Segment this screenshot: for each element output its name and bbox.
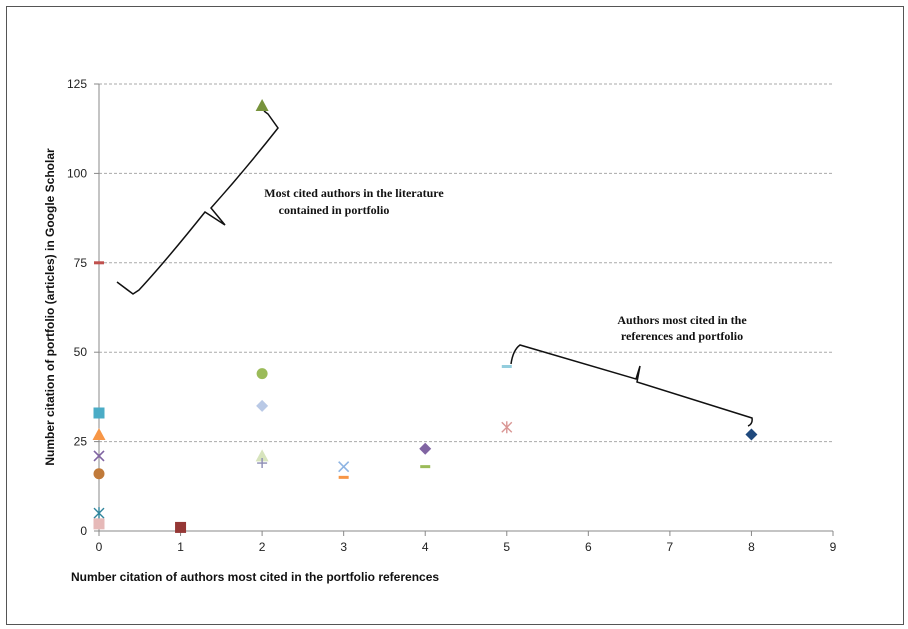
x-tick-label-5: 5 — [503, 540, 510, 554]
axes — [94, 83, 834, 536]
data-point-13 — [338, 461, 350, 473]
gridlines — [99, 83, 833, 443]
data-points — [92, 98, 758, 533]
x-tick-label-2: 2 — [259, 540, 266, 554]
data-point-7 — [175, 521, 187, 533]
x-axis-title: Number citation of authors most cited in… — [71, 570, 439, 584]
data-point-11 — [255, 449, 269, 462]
data-point-14 — [338, 475, 349, 479]
annotation-1-line-2: contained in portfolio — [279, 203, 390, 217]
x-tick-label-9: 9 — [830, 540, 837, 554]
data-point-18 — [501, 421, 513, 434]
x-tick-label-1: 1 — [177, 540, 184, 554]
y-tick-label-4: 100 — [67, 166, 87, 180]
annotation-1-line-1: Most cited authors in the literature — [264, 186, 444, 200]
data-point-12 — [257, 458, 268, 469]
data-point-19 — [745, 428, 758, 441]
y-tick-labels: 0 25 50 75 100 125 — [67, 77, 87, 538]
y-tick-label-2: 50 — [74, 345, 88, 359]
data-point-0 — [94, 261, 104, 265]
x-tick-label-6: 6 — [585, 540, 592, 554]
x-tick-label-3: 3 — [340, 540, 347, 554]
annotation-2-line-1: Authors most cited in the — [617, 313, 747, 327]
data-point-1 — [93, 407, 105, 419]
data-point-2 — [92, 427, 106, 440]
data-point-3 — [93, 450, 105, 462]
x-tick-label-8: 8 — [748, 540, 755, 554]
data-point-15 — [419, 442, 432, 455]
data-point-16 — [420, 465, 431, 469]
y-tick-label-1: 25 — [74, 435, 88, 449]
annotation-2-line-2: references and portfolio — [621, 329, 743, 343]
data-point-8 — [255, 98, 269, 111]
data-point-17 — [501, 365, 512, 369]
data-point-4 — [93, 468, 105, 480]
data-point-5 — [93, 507, 105, 520]
x-tick-label-0: 0 — [96, 540, 103, 554]
annotation-brace-2 — [510, 344, 753, 427]
y-tick-label-3: 75 — [74, 256, 88, 270]
x-tick-label-7: 7 — [667, 540, 674, 554]
annotation-brace-1 — [116, 110, 279, 295]
x-tick-labels: 0 1 2 3 4 5 6 7 8 9 — [96, 540, 837, 554]
x-tick-label-4: 4 — [422, 540, 429, 554]
data-point-9 — [256, 368, 268, 380]
data-point-6 — [93, 518, 105, 530]
data-point-10 — [256, 399, 269, 412]
y-tick-label-5: 125 — [67, 77, 87, 91]
chart-frame — [6, 6, 904, 625]
y-tick-label-0: 0 — [80, 524, 87, 538]
y-axis-title: Number citation of portfolio (articles) … — [43, 148, 57, 466]
